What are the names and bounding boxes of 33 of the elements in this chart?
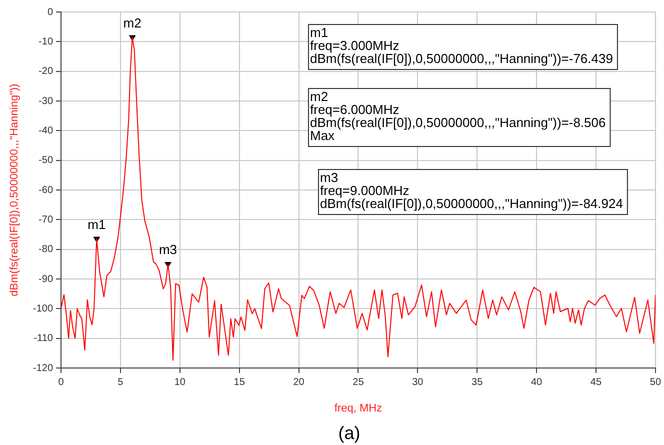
x-tick-label: 35: [472, 376, 484, 388]
annotation: m3 freq=9.000MHz dBm(fs(real(IF[0]),0,50000000,,,"Hanning"))=-84.924: [320, 170, 623, 212]
x-tick-label: 10: [174, 376, 186, 388]
x-tick-label: 20: [293, 376, 305, 388]
annotation: m2 freq=6.000MHz dBm(fs(real(IF[0]),0,50000000,,,"Hanning"))=-8.506 Max: [310, 89, 606, 144]
y-tick-label: -90: [38, 274, 54, 285]
x-tick-label: 0: [58, 376, 64, 388]
x-tick-label: 5: [118, 376, 124, 388]
annotation: m2: [123, 15, 142, 30]
y-tick-label: -70: [38, 214, 54, 226]
x-tick-label: 40: [530, 376, 543, 388]
annotation: m1: [88, 216, 106, 232]
y-axis-title: dBm(fs(real(IF[0]),0,50000000,,,"Hanning")): [8, 84, 21, 296]
x-tick-label: 15: [234, 376, 246, 388]
y-tick-label: -100: [32, 303, 54, 314]
y-tick-label: -110: [34, 333, 54, 344]
y-tick-label: -50: [38, 155, 54, 166]
x-axis-title: freq, MHz: [334, 402, 382, 414]
x-tick-label: 45: [590, 376, 602, 388]
y-tick-label: -60: [38, 184, 54, 196]
y-tick-label: -40: [38, 125, 54, 136]
y-tick-label: -120: [32, 362, 54, 374]
x-tick-label: 50: [650, 376, 662, 388]
annotation: m1 freq=3.000MHz dBm(fs(real(IF[0]),0,50000000,,,"Hanning"))=-76.439: [310, 25, 613, 66]
x-tick-label: 30: [412, 376, 424, 388]
y-tick-label: 0: [47, 6, 54, 18]
y-tick-label: -80: [38, 244, 54, 256]
text: (a): [338, 422, 360, 443]
y-tick-label: -30: [38, 96, 54, 107]
annotation: m3: [158, 242, 178, 258]
y-tick-label: -10: [38, 36, 54, 48]
y-tick-label: -20: [38, 66, 54, 78]
x-tick-label: 25: [352, 376, 364, 388]
